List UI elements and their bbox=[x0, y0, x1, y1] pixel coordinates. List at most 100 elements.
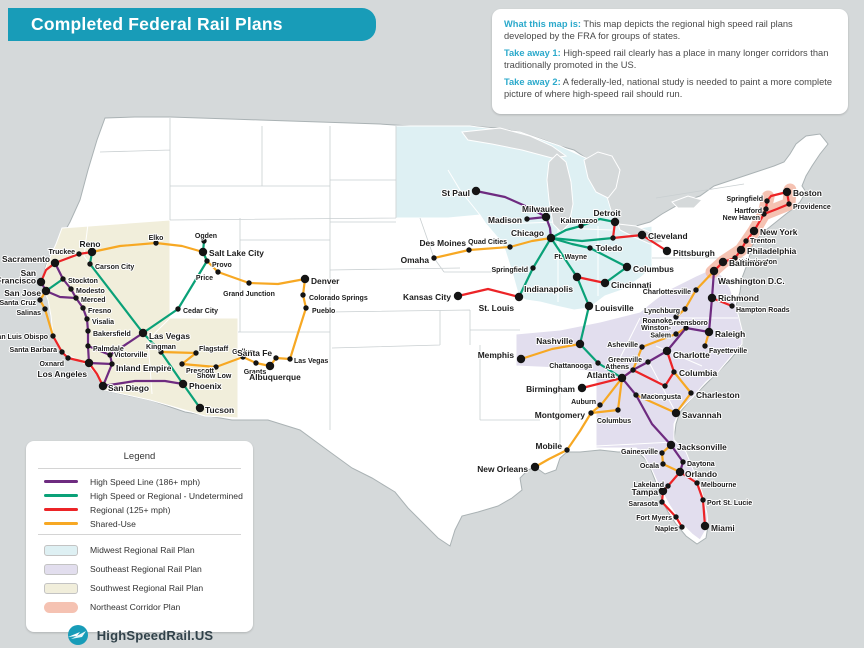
city-dot bbox=[639, 344, 645, 350]
city-label: Fort Myers bbox=[636, 515, 672, 522]
city-dot bbox=[702, 343, 708, 349]
legend: Legend High Speed Line (186+ mph) High Sp… bbox=[26, 441, 253, 645]
logo-text: HighSpeedRail.US bbox=[96, 627, 214, 643]
city-dot bbox=[671, 408, 681, 418]
city-dot bbox=[575, 339, 585, 349]
city-label: Hartford bbox=[734, 208, 762, 215]
city-label: Auburn bbox=[571, 399, 596, 406]
city-dot bbox=[615, 407, 621, 413]
city-label: Lynchburg bbox=[644, 308, 680, 315]
legend-line-swatch bbox=[44, 521, 78, 526]
rail-line-su bbox=[159, 350, 198, 355]
city-dot bbox=[763, 206, 769, 212]
city-label: Naples bbox=[655, 526, 678, 533]
city-label: Santa Barbara bbox=[10, 347, 58, 354]
city-label: Grand Junction bbox=[223, 291, 275, 298]
city-label: Fresno bbox=[88, 308, 111, 315]
legend-area-items: Midwest Regional Rail Plan Southeast Regi… bbox=[38, 541, 241, 616]
legend-divider bbox=[38, 468, 241, 469]
city-label: Roanoke bbox=[642, 318, 672, 325]
city-dot bbox=[303, 305, 309, 311]
city-dot bbox=[195, 403, 205, 413]
rail-line-un bbox=[141, 331, 202, 410]
city-label: Memphis bbox=[478, 350, 515, 360]
legend-area-swatch bbox=[44, 563, 78, 575]
city-dot bbox=[572, 272, 582, 282]
city-dot bbox=[673, 331, 679, 337]
city-dot bbox=[595, 360, 601, 366]
rail-line-un bbox=[578, 304, 591, 346]
rail-line-su bbox=[616, 376, 624, 412]
city-label: Springfield bbox=[726, 196, 763, 203]
legend-area-swatch bbox=[44, 582, 78, 594]
city-dot bbox=[85, 343, 91, 349]
city-label: Birmingham bbox=[526, 384, 575, 394]
city-label: San Diego bbox=[108, 383, 149, 393]
city-dot bbox=[658, 486, 668, 496]
city-label: Oxnard bbox=[39, 361, 64, 368]
city-label: Gallup bbox=[232, 349, 254, 356]
rail-line-su bbox=[631, 326, 688, 372]
legend-line-item: High Speed Line (186+ mph) bbox=[38, 475, 241, 488]
rail-line-un bbox=[549, 236, 615, 243]
legend-line-label: High Speed Line (186+ mph) bbox=[90, 476, 201, 487]
legend-area-swatch bbox=[44, 601, 78, 613]
city-dot bbox=[193, 350, 199, 356]
city-label: Chattanooga bbox=[549, 363, 592, 370]
city-dot bbox=[98, 381, 108, 391]
rail-line-su bbox=[38, 289, 55, 338]
city-dot bbox=[453, 291, 463, 301]
city-label: Springfield bbox=[491, 267, 528, 274]
city-label: Detroit bbox=[594, 208, 621, 218]
city-label: Greenville bbox=[608, 357, 642, 364]
city-dot bbox=[65, 355, 71, 361]
city-label: Jacksonville bbox=[677, 442, 727, 452]
city-dot bbox=[683, 325, 689, 331]
legend-line-label: High Speed or Regional - Undetermined bbox=[90, 490, 243, 501]
city-label: Milwaukee bbox=[522, 204, 564, 214]
legend-line-swatch bbox=[44, 479, 78, 484]
city-dot bbox=[87, 261, 93, 267]
city-label: Providence bbox=[793, 204, 831, 211]
city-dot bbox=[68, 286, 74, 292]
city-dot bbox=[680, 459, 686, 465]
city-dot bbox=[577, 383, 587, 393]
city-dot bbox=[530, 265, 536, 271]
city-dot bbox=[666, 440, 676, 450]
city-dot bbox=[662, 246, 672, 256]
city-label: Daytona bbox=[687, 461, 715, 468]
city-dot bbox=[60, 276, 66, 282]
city-label: Los Angeles bbox=[38, 369, 88, 379]
city-dot bbox=[201, 238, 207, 244]
city-dot bbox=[694, 480, 700, 486]
city-dot bbox=[700, 497, 706, 503]
city-dot bbox=[204, 258, 210, 264]
city-dot bbox=[36, 277, 46, 287]
city-dot bbox=[179, 361, 185, 367]
city-dot bbox=[300, 274, 310, 284]
city-label: Charlotte bbox=[673, 350, 710, 360]
rail-line-re bbox=[580, 376, 624, 390]
city-dot bbox=[138, 328, 148, 338]
lake-huron bbox=[583, 151, 621, 199]
city-dot bbox=[50, 333, 56, 339]
city-dot bbox=[665, 483, 671, 489]
city-label: Tucson bbox=[205, 405, 234, 415]
legend-divider bbox=[38, 534, 241, 535]
city-label: Inland Empire bbox=[116, 363, 172, 373]
city-dot bbox=[109, 361, 115, 367]
city-label: Toledo bbox=[596, 243, 623, 253]
legend-area-item: Northeast Corridor Plan bbox=[38, 598, 241, 616]
legend-area-swatch bbox=[44, 544, 78, 556]
city-label: Mobile bbox=[535, 441, 562, 451]
rail-line-un bbox=[575, 275, 591, 308]
rail-line-su bbox=[589, 408, 620, 415]
city-label: San Jose bbox=[4, 288, 41, 298]
city-dot bbox=[158, 349, 164, 355]
info-item-label: Take away 2: bbox=[504, 77, 561, 87]
city-dot bbox=[175, 306, 181, 312]
legend-line-label: Regional (125+ mph) bbox=[90, 504, 171, 515]
legend-line-label: Shared-Use bbox=[90, 518, 136, 529]
legend-line-swatch bbox=[44, 507, 78, 512]
